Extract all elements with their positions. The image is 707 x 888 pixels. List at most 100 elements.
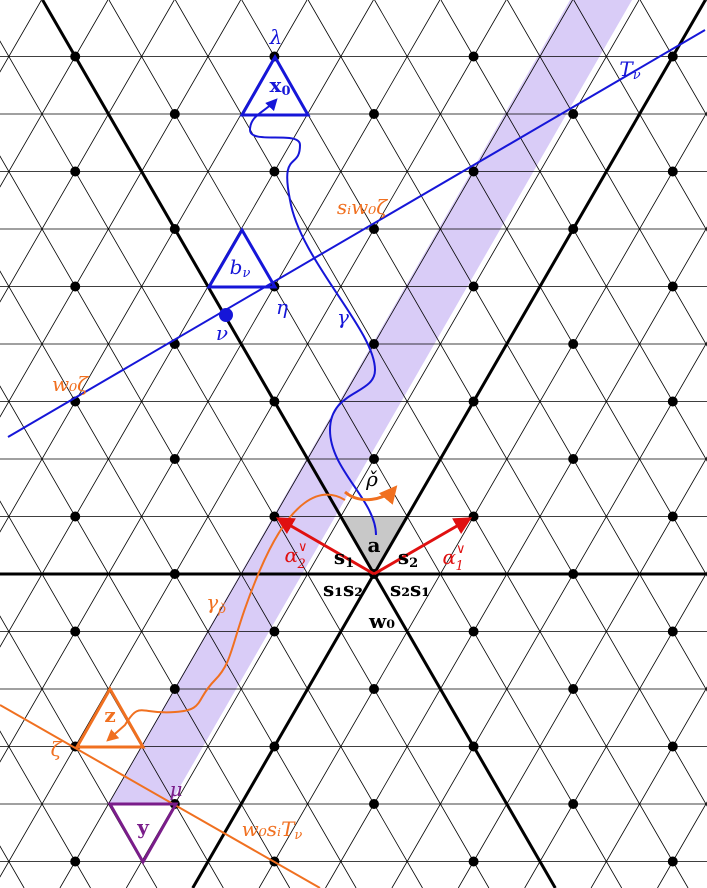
lattice-dot (369, 799, 379, 809)
grid-line (573, 0, 707, 232)
path-gamma (248, 98, 377, 536)
label: ν (216, 321, 228, 345)
lattice-dot (468, 626, 479, 637)
lattice-dot (269, 396, 280, 407)
lattice-dot (568, 684, 579, 694)
label: μ (170, 777, 183, 801)
label: γ (337, 305, 349, 329)
grid-line (125, 0, 640, 888)
grid-line (457, 456, 707, 888)
lattice-dot (369, 684, 379, 694)
lattice-dot (667, 166, 678, 177)
lattice-dot (667, 626, 678, 637)
lattice-dot (70, 281, 81, 292)
label: α∨ 1 (442, 542, 465, 574)
label: η (276, 295, 288, 319)
grid-line (0, 0, 374, 648)
lattice-dot (70, 856, 81, 867)
lattice-dot (468, 741, 479, 752)
lattice-dot (468, 396, 479, 407)
alcove-a (341, 517, 407, 574)
label: bν (230, 255, 251, 281)
label: α∨ 2 (284, 540, 307, 572)
path-gamma-rho (106, 493, 346, 742)
lattice-dot (70, 626, 81, 637)
grid-line (0, 155, 423, 888)
grid-line (0, 0, 175, 303)
lattice-dot (70, 166, 81, 177)
grid-line (657, 801, 707, 888)
arc-rho (344, 485, 398, 505)
lattice-dot (169, 684, 180, 694)
grid-line (241, 0, 707, 807)
band (108, 0, 632, 804)
lattice-dot (667, 741, 678, 752)
grid-line (41, 0, 557, 888)
lattice-dot (468, 856, 479, 867)
lattice-dot (568, 339, 579, 349)
lattice-dot (568, 224, 579, 234)
label: w₀sᵢTν (242, 817, 303, 843)
lattice-dot (468, 51, 479, 62)
lattice-dot (667, 51, 678, 62)
grid-line (0, 0, 308, 533)
label: ζ (51, 737, 63, 761)
label: s2 (398, 545, 418, 571)
grid-line (0, 0, 507, 878)
arrow-alpha2 (275, 517, 375, 576)
grid-line (391, 341, 707, 888)
lattice-dot (369, 339, 379, 349)
lattice-dot (667, 396, 678, 407)
grid-line (0, 730, 91, 888)
line-t-nu (7, 29, 706, 438)
grid-line (507, 0, 707, 347)
label: ρ̌ (365, 467, 378, 491)
grid-line (0, 0, 241, 418)
grid-line (0, 0, 441, 763)
label: λ (269, 25, 283, 49)
lattice-dot (369, 224, 379, 234)
grid-line (307, 0, 707, 692)
label: s₂s₁ (390, 577, 430, 601)
label: s₁s₂ (323, 577, 363, 601)
lattice-dot (369, 454, 379, 464)
lattice-dot (667, 511, 678, 522)
grid-line (175, 0, 689, 888)
triangle-b-nu (206, 227, 278, 289)
triangle-z (74, 685, 146, 749)
label: z (104, 703, 115, 727)
lattice-dot (169, 109, 180, 119)
lattice-dot (269, 166, 280, 177)
lattice-dot (568, 569, 579, 579)
label: Tν (619, 57, 640, 83)
grid-line (440, 0, 707, 462)
label: w₀ζ (52, 372, 89, 396)
label: a (368, 533, 381, 557)
grid-line (0, 0, 42, 73)
grid-line (590, 686, 707, 888)
label: s1 (334, 545, 354, 571)
lattice-dot (169, 569, 180, 579)
grid-line (0, 270, 357, 888)
lattice-dot (667, 856, 678, 867)
grid-line (0, 615, 158, 888)
label: γρ̌ (206, 590, 226, 617)
lattice-dot (169, 224, 180, 234)
triangle-y (107, 802, 179, 866)
grid-line (374, 0, 707, 577)
lattice-dot (568, 454, 579, 464)
lattice-dot (568, 799, 579, 809)
lattice-dot (369, 109, 379, 119)
lattice-dot (667, 281, 678, 292)
lattice-dot (468, 511, 479, 522)
arrow-alpha1 (373, 517, 473, 576)
grid-line (0, 0, 109, 188)
label: w₀ (368, 609, 395, 633)
grid-line (191, 0, 707, 888)
grid-line (0, 40, 490, 888)
label: y (136, 815, 150, 839)
lattice-dot (269, 511, 280, 522)
dots (70, 51, 678, 867)
